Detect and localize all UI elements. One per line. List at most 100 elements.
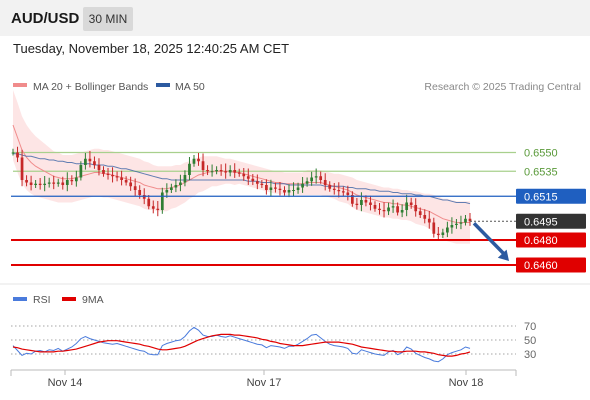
candle-body (436, 233, 440, 235)
candle (115, 171, 119, 182)
candle (346, 185, 350, 201)
candle (61, 176, 65, 190)
candle-body (219, 170, 223, 172)
candle-body (215, 170, 218, 172)
candle-body (423, 215, 427, 219)
header-bar: AUD/USD 30 MIN (0, 0, 590, 36)
candle-body (382, 210, 386, 212)
candle-body (142, 195, 146, 199)
candle (332, 183, 336, 195)
candle (188, 157, 191, 181)
price-level-label: 0.6460 (524, 260, 558, 272)
x-axis: Nov 14 Nov 17 Nov 18 (10, 369, 517, 389)
x-tick-label: Nov 18 (449, 377, 484, 389)
candle (52, 175, 56, 190)
price-label-box (516, 188, 586, 204)
price-plot-area (11, 90, 516, 244)
price-level-label: 0.6480 (524, 235, 558, 247)
candle (405, 194, 409, 217)
candle-body (355, 203, 359, 205)
candle (120, 170, 123, 186)
candle (133, 178, 137, 197)
candle (260, 180, 264, 188)
candle-body (56, 182, 60, 184)
candle-body (242, 173, 246, 177)
candle (233, 163, 237, 178)
candle-body (400, 210, 404, 213)
candle (418, 207, 422, 218)
candle (34, 180, 37, 188)
candle-body (350, 195, 354, 204)
candle-body (292, 190, 295, 191)
candle (382, 202, 386, 218)
candle-body (138, 190, 142, 195)
ma20-legend-swatch (13, 83, 27, 87)
candle (337, 182, 341, 198)
candle-body (450, 225, 454, 228)
instrument-title: AUD/USD (11, 10, 80, 27)
candle (70, 175, 74, 186)
candle-body (468, 218, 472, 222)
candle-body (88, 158, 92, 162)
candle-body (341, 191, 345, 193)
candle (43, 176, 47, 192)
candle (25, 175, 28, 187)
candle (201, 153, 205, 177)
candle-body (197, 158, 200, 162)
candle-body (224, 171, 228, 173)
candle (364, 195, 368, 207)
candle-body (405, 202, 409, 210)
candle-body (79, 165, 83, 178)
candle (251, 174, 255, 186)
candle-body (409, 202, 413, 205)
candle-body (124, 180, 128, 183)
candle (183, 170, 187, 187)
candle (400, 204, 404, 218)
rsi-panel: 70 50 30 (11, 321, 536, 363)
price-level-label: 0.6495 (524, 216, 558, 228)
candle (102, 166, 105, 177)
timeframe-button[interactable]: 30 MIN (83, 7, 133, 31)
candle (255, 174, 259, 190)
candle-body (151, 206, 155, 209)
candle (124, 176, 128, 186)
candle-body (188, 163, 191, 175)
candle-body (296, 187, 300, 190)
candle-body (52, 182, 56, 184)
candle-body (287, 190, 291, 193)
candle-body (246, 176, 250, 179)
candle-body (106, 173, 110, 175)
candle (79, 161, 83, 181)
candle-body (165, 190, 169, 193)
candle (179, 174, 182, 192)
candle-body (228, 170, 232, 173)
candle (305, 177, 309, 187)
credit-text: Research © 2025 Trading Central (424, 81, 581, 93)
candle (446, 221, 449, 238)
candle (206, 165, 209, 176)
x-tick-label: Nov 17 (247, 377, 282, 389)
candle-body (332, 188, 336, 190)
candle-body (29, 182, 33, 185)
x-tick-label: Nov 14 (48, 377, 83, 389)
candle-body (427, 218, 431, 223)
candle (414, 198, 418, 217)
candle (237, 168, 241, 177)
candle-body (192, 158, 196, 164)
candle-body (97, 165, 101, 170)
candle (97, 158, 101, 176)
rsi-tick-label: 30 (524, 349, 536, 361)
price-level-label: 0.6515 (524, 191, 558, 203)
candle-body (251, 178, 255, 182)
candle-body (328, 185, 332, 189)
candle-body (129, 182, 133, 187)
rsi-ma-legend-swatch (62, 297, 76, 301)
ma50-legend-swatch (156, 83, 170, 87)
candle (174, 179, 178, 193)
candle-body (373, 205, 377, 209)
candle-body (364, 200, 368, 203)
candle-body (93, 161, 96, 165)
candle-body (310, 177, 313, 182)
price-label-box (516, 232, 586, 248)
candle (296, 182, 300, 194)
